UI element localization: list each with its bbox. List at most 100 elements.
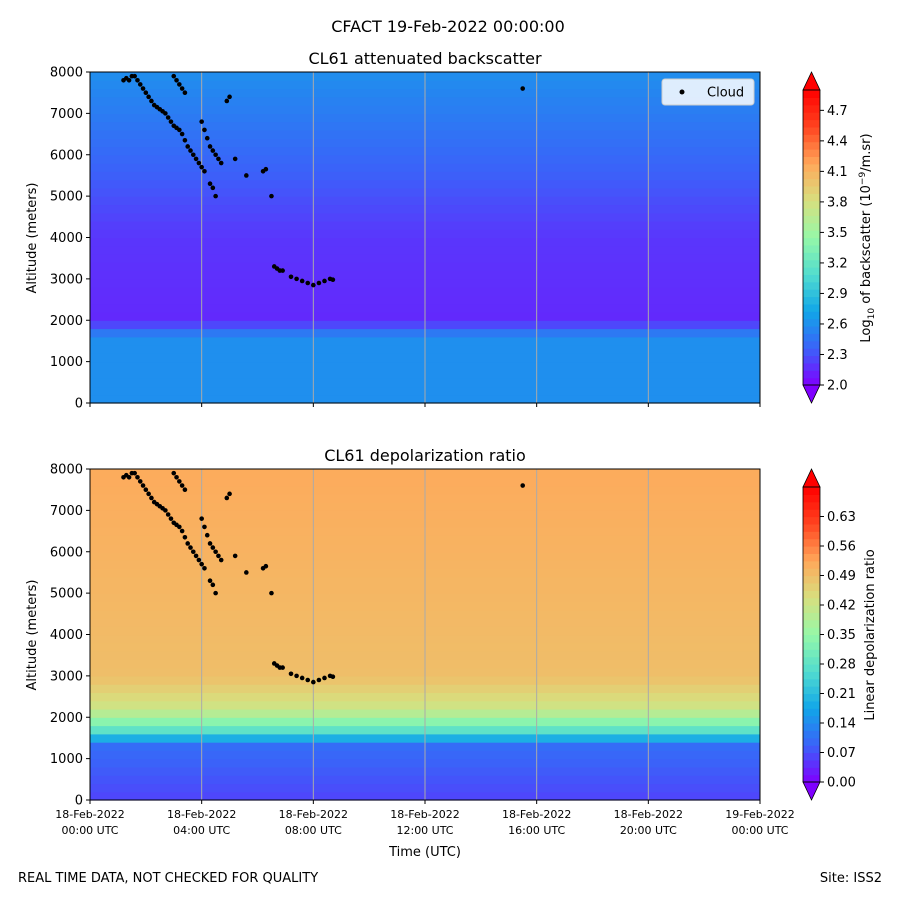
- cloud-point: [190, 549, 196, 555]
- colorbar-tick-label: 4.7: [827, 104, 848, 119]
- colorbar-segment: [803, 730, 820, 739]
- cloud-point: [171, 470, 177, 476]
- colorbar-tick-label: 3.8: [827, 195, 848, 210]
- cloud-point: [227, 491, 232, 497]
- colorbar-tick-label: 0.42: [827, 599, 856, 614]
- cloud-point: [174, 77, 179, 83]
- colorbar-segment: [803, 244, 820, 253]
- colorbar-segment: [803, 340, 820, 349]
- time-axis-label: Time (UTC): [388, 845, 461, 860]
- colorbar-segment: [803, 134, 820, 143]
- cloud-point: [182, 90, 188, 95]
- cloud-point: [140, 483, 146, 488]
- cloud-point: [232, 553, 238, 559]
- cloud-point: [213, 193, 218, 199]
- cloud-point: [210, 582, 216, 588]
- backscatter-legend-box: [661, 78, 755, 106]
- cloud-point: [135, 77, 140, 83]
- cloud-point: [330, 277, 336, 283]
- colorbar-segment: [803, 222, 820, 231]
- cloud-point: [143, 90, 149, 95]
- cloud-point: [199, 561, 204, 567]
- colorbar-segment: [803, 156, 820, 165]
- colorbar-segment: [803, 267, 820, 275]
- cloud-point: [168, 119, 174, 124]
- colorbar-segment: [803, 693, 820, 702]
- backscatter-y-ticks: 0 1000 2000 3000 4000 5000 6000 7000 8000: [50, 66, 90, 412]
- x-tick-time: 12:00 UTC: [396, 824, 453, 837]
- colorbar-tick-label: 0.56: [827, 540, 856, 555]
- colorbar-segment: [803, 296, 820, 305]
- cloud-point: [330, 674, 336, 679]
- cloud-point: [182, 534, 188, 540]
- cloud-point: [311, 282, 316, 288]
- cloud-point: [135, 474, 140, 480]
- colorbar-segment: [803, 171, 820, 180]
- y-tick-label: 7000: [50, 504, 83, 519]
- depolarization-y-label: Altitude (meters): [25, 580, 40, 691]
- colorbar-extend-max: [802, 71, 821, 91]
- x-tick-time: 16:00 UTC: [508, 824, 565, 837]
- depolarization-colorbar-gradient: [802, 468, 821, 801]
- x-tick-time: 20:00 UTC: [620, 824, 677, 837]
- colorbar-segment: [803, 494, 820, 503]
- y-tick-label: 6000: [50, 148, 83, 163]
- cloud-point: [177, 524, 182, 530]
- colorbar-extend-max: [802, 468, 821, 488]
- colorbar-segment: [803, 252, 820, 261]
- colorbar-segment: [803, 767, 820, 776]
- cloud-point: [213, 590, 218, 596]
- cloud-point: [213, 152, 218, 158]
- colorbar-segment: [803, 215, 820, 224]
- cloud-point: [244, 173, 249, 178]
- backscatter-colorbar-label: Log10 of backscatter (10−9/m.sr): [858, 133, 877, 342]
- colorbar-segment: [803, 104, 820, 113]
- colorbar-segment: [803, 377, 820, 386]
- colorbar-segment: [803, 370, 820, 379]
- cloud-point: [179, 131, 185, 137]
- colorbar-segment: [803, 745, 820, 754]
- colorbar-segment: [803, 274, 820, 283]
- cloud-point: [210, 545, 216, 550]
- cloud-point: [168, 516, 174, 521]
- colorbar-tick-label: 4.4: [827, 134, 848, 149]
- figure-suptitle: CFACT 19-Feb-2022 00:00:00: [331, 17, 565, 36]
- x-tick-time: 00:00 UTC: [61, 824, 118, 837]
- cloud-point: [140, 86, 146, 91]
- colorbar-segment: [803, 318, 820, 327]
- x-tick-date: 18-Feb-2022: [55, 808, 124, 821]
- x-tick-date: 18-Feb-2022: [502, 808, 571, 821]
- cloud-point: [207, 144, 213, 149]
- colorbar-tick-label: 3.5: [827, 226, 848, 241]
- colorbar-segment: [803, 516, 820, 525]
- y-tick-label: 0: [75, 794, 83, 809]
- colorbar-segment: [803, 501, 820, 510]
- colorbar-segment: [803, 237, 820, 246]
- cloud-point: [269, 193, 274, 199]
- colorbar-segment: [803, 178, 820, 187]
- colorbar-segment: [803, 90, 820, 98]
- cloud-point: [196, 160, 202, 166]
- cloud-point: [263, 166, 269, 172]
- colorbar-segment: [803, 311, 820, 320]
- colorbar-segment: [803, 553, 820, 562]
- cloud-point: [193, 553, 199, 559]
- cloud-point: [185, 144, 191, 149]
- cloud-point: [299, 675, 305, 681]
- x-tick-date: 19-Feb-2022: [725, 808, 794, 821]
- y-tick-label: 1000: [50, 752, 83, 767]
- backscatter-x-ticks: [89, 403, 761, 407]
- colorbar-segment: [803, 281, 820, 290]
- cloud-point: [177, 127, 182, 133]
- cloud-point: [185, 541, 191, 546]
- colorbar-tick-label: 0.49: [827, 569, 856, 584]
- colorbar-tick-label: 0.14: [827, 717, 856, 732]
- cloud-point: [322, 675, 327, 681]
- cloud-point: [199, 164, 204, 170]
- cloud-point: [207, 578, 213, 584]
- colorbar-segment: [803, 141, 820, 150]
- depolarization-colorbar: 0.00 0.07 0.14 0.21 0.28 0.35 0.42 0.49 0.56 0.63…: [802, 468, 878, 801]
- cloud-point: [263, 563, 269, 569]
- colorbar-segment: [803, 531, 820, 540]
